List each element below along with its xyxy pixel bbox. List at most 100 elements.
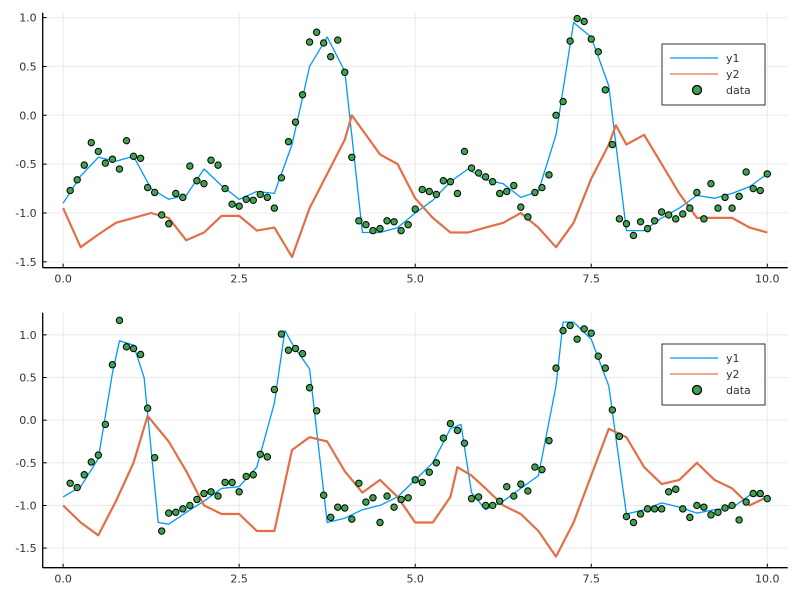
data-point bbox=[432, 190, 441, 199]
data-point bbox=[263, 453, 272, 461]
data-point bbox=[108, 361, 117, 369]
data-point bbox=[66, 479, 74, 487]
data-point bbox=[749, 489, 757, 498]
data-point bbox=[425, 187, 433, 196]
data-point bbox=[376, 224, 384, 233]
data-point bbox=[411, 476, 419, 484]
data-point bbox=[622, 220, 631, 228]
data-point bbox=[397, 226, 405, 235]
data-point bbox=[636, 510, 645, 518]
legend-label: y2 bbox=[726, 368, 740, 381]
data-point bbox=[242, 472, 250, 481]
y-tick-label: -1.5 bbox=[15, 256, 36, 269]
data-point bbox=[418, 478, 426, 487]
data-point bbox=[686, 204, 694, 212]
data-point bbox=[664, 211, 673, 219]
data-point bbox=[256, 190, 264, 199]
data-point bbox=[369, 494, 377, 502]
data-point bbox=[714, 204, 722, 212]
data-point bbox=[601, 86, 610, 94]
data-point bbox=[355, 479, 363, 487]
data-point bbox=[636, 218, 645, 226]
data-point bbox=[608, 406, 617, 414]
data-point bbox=[122, 343, 131, 351]
data-point bbox=[411, 205, 419, 213]
x-tick-label: 7.5 bbox=[582, 573, 600, 586]
data-point bbox=[193, 177, 201, 185]
data-point bbox=[179, 505, 187, 513]
data-point bbox=[334, 503, 342, 511]
data-point bbox=[453, 189, 462, 198]
data-point bbox=[235, 488, 243, 496]
x-tick-label: 0.0 bbox=[54, 573, 72, 586]
data-point bbox=[559, 326, 567, 335]
data-point bbox=[721, 504, 729, 512]
data-point bbox=[594, 352, 602, 360]
data-point bbox=[580, 17, 588, 26]
data-point bbox=[383, 217, 391, 225]
data-point bbox=[756, 489, 764, 498]
data-point bbox=[136, 350, 145, 359]
data-point bbox=[446, 178, 455, 186]
data-point bbox=[291, 344, 300, 353]
data-point bbox=[601, 364, 610, 372]
data-point bbox=[129, 152, 138, 161]
data-point bbox=[481, 501, 490, 510]
data-point bbox=[73, 176, 81, 184]
data-point bbox=[742, 168, 750, 176]
data-point bbox=[728, 204, 736, 212]
data-point bbox=[207, 156, 215, 164]
data-point bbox=[629, 231, 638, 240]
y-tick-label: 1.0 bbox=[19, 329, 37, 342]
data-point bbox=[355, 217, 363, 225]
legend-label: data bbox=[726, 84, 751, 97]
x-tick-label: 7.5 bbox=[582, 273, 600, 286]
data-point bbox=[749, 184, 757, 193]
data-point bbox=[594, 48, 602, 56]
data-point bbox=[439, 434, 448, 442]
data-point bbox=[348, 515, 356, 523]
data-point bbox=[312, 28, 321, 36]
legend-label: y1 bbox=[726, 52, 740, 65]
data-point bbox=[735, 516, 743, 524]
data-point bbox=[587, 35, 595, 43]
data-point bbox=[150, 453, 159, 462]
data-point bbox=[580, 325, 588, 333]
data-point bbox=[735, 192, 743, 201]
data-point bbox=[538, 183, 546, 192]
x-tick-label: 10.0 bbox=[755, 273, 780, 286]
data-point bbox=[587, 329, 595, 337]
x-tick-label: 5.0 bbox=[406, 573, 424, 586]
data-point bbox=[66, 186, 74, 195]
data-point bbox=[524, 487, 532, 495]
data-point bbox=[383, 492, 391, 500]
data-point bbox=[87, 138, 95, 147]
data-point bbox=[327, 52, 335, 61]
data-point bbox=[80, 161, 88, 169]
data-point bbox=[622, 512, 631, 521]
data-point bbox=[559, 97, 567, 106]
data-point bbox=[87, 458, 95, 466]
data-point bbox=[552, 111, 560, 119]
data-point bbox=[122, 136, 131, 145]
data-point bbox=[249, 471, 257, 479]
data-point bbox=[242, 195, 250, 204]
data-point bbox=[165, 509, 173, 517]
data-point bbox=[643, 224, 652, 233]
data-point bbox=[608, 140, 617, 149]
data-point bbox=[390, 218, 398, 226]
data-point bbox=[143, 183, 152, 192]
data-point bbox=[418, 185, 426, 194]
data-point bbox=[94, 147, 103, 156]
data-point bbox=[298, 349, 307, 358]
data-point bbox=[707, 179, 715, 188]
data-point bbox=[657, 208, 666, 216]
y-tick-label: 0.5 bbox=[19, 372, 37, 385]
data-point bbox=[643, 505, 652, 513]
data-point bbox=[319, 39, 328, 47]
data-point bbox=[650, 505, 659, 513]
legend: y1 y2 data bbox=[661, 343, 766, 406]
data-point bbox=[707, 511, 715, 519]
y-tick-label: -0.5 bbox=[15, 158, 36, 171]
data-point bbox=[397, 495, 405, 504]
